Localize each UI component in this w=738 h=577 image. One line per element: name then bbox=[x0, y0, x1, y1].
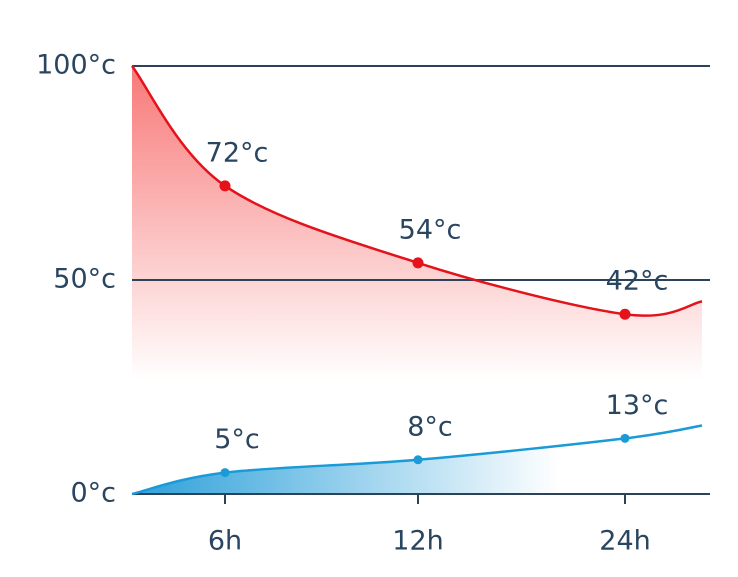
x-tick-label: 12h bbox=[392, 526, 443, 557]
y-tick-label: 100°c bbox=[36, 50, 116, 81]
data-label: 8°c bbox=[407, 411, 453, 442]
data-label: 13°c bbox=[606, 390, 669, 421]
point bbox=[619, 308, 631, 320]
point bbox=[412, 257, 424, 269]
line bbox=[131, 65, 703, 317]
point bbox=[620, 433, 630, 443]
area bbox=[132, 425, 702, 494]
y-tick-label: 0°c bbox=[70, 478, 116, 509]
x-tick-label: 6h bbox=[208, 526, 242, 557]
data-label: 5°c bbox=[214, 424, 260, 455]
data-label: 42°c bbox=[606, 266, 669, 297]
point bbox=[219, 180, 231, 192]
data-label: 54°c bbox=[399, 214, 462, 245]
point bbox=[413, 455, 423, 465]
x-tick-label: 24h bbox=[599, 526, 650, 557]
point bbox=[220, 468, 230, 478]
data-label: 72°c bbox=[206, 137, 269, 168]
y-tick-label: 50°c bbox=[53, 264, 116, 295]
